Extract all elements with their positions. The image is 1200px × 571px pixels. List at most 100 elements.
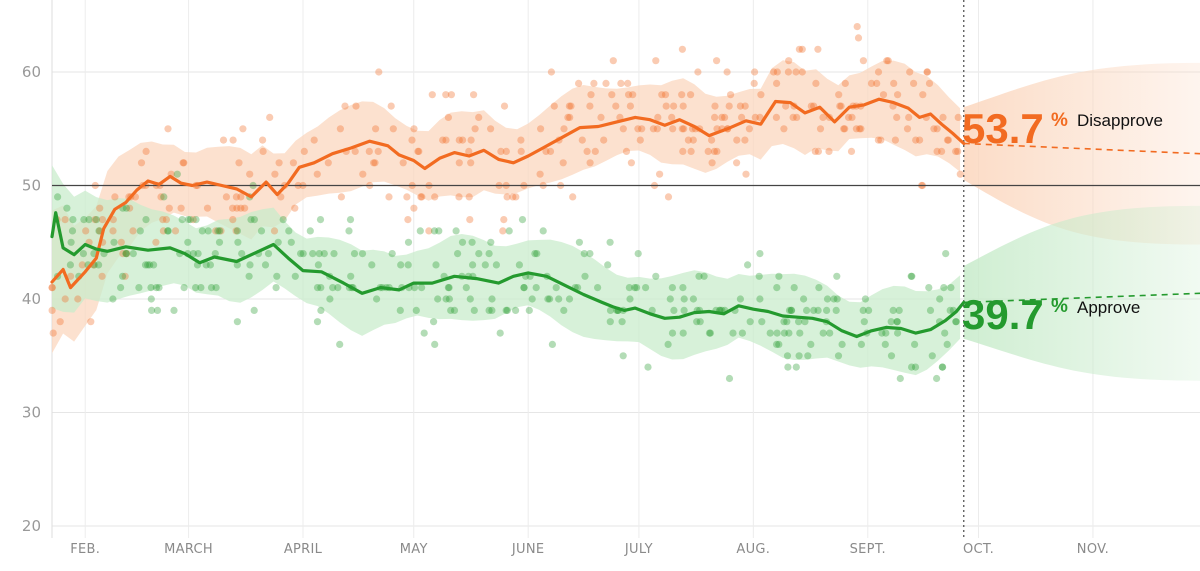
- disapprove-poll-dot: [370, 159, 378, 167]
- approve-poll-dot: [832, 306, 840, 314]
- approve-poll-dot: [705, 329, 714, 337]
- approve-poll-dot: [144, 261, 152, 269]
- approve-poll-dot: [317, 306, 325, 314]
- approve-poll-dot: [634, 250, 642, 258]
- approve-poll-dot: [412, 306, 420, 314]
- disapprove-poll-dot: [337, 193, 345, 201]
- disapprove-poll-dot: [152, 238, 160, 246]
- approve-poll-dot: [54, 193, 62, 201]
- approve-poll-dot: [729, 329, 737, 337]
- disapprove-poll-dot: [569, 193, 577, 201]
- disapprove-poll-dot: [471, 125, 479, 133]
- approve-poll-dot: [447, 306, 455, 314]
- approve-poll-dot: [706, 329, 715, 337]
- approve-poll-dot: [345, 227, 353, 235]
- approve-poll-dot: [606, 318, 614, 326]
- disapprove-poll-dot: [600, 136, 608, 144]
- disapprove-poll-dot: [622, 147, 631, 155]
- approve-poll-dot: [160, 193, 168, 201]
- disapprove-poll-dot: [546, 147, 555, 155]
- approve-poll-dot: [404, 238, 413, 246]
- approve-poll-dot: [320, 250, 328, 258]
- disapprove-poll-dot: [687, 147, 695, 155]
- approve-band: [52, 165, 961, 376]
- disapprove-poll-dot: [289, 159, 297, 167]
- approve-poll-dot: [488, 295, 496, 303]
- disapprove-poll-dot: [627, 159, 636, 167]
- disapprove-poll-dot: [738, 113, 746, 121]
- disapprove-poll-dot: [704, 147, 712, 155]
- approve-poll-dot: [907, 272, 915, 280]
- approve-poll-dot: [207, 284, 216, 292]
- disapprove-poll-dot: [341, 102, 349, 110]
- disapprove-poll-dot: [612, 102, 620, 110]
- approve-poll-dot: [505, 227, 513, 235]
- approve-poll-dot: [148, 306, 156, 314]
- approve-poll-dot: [147, 284, 155, 292]
- approve-poll-dot: [586, 250, 594, 258]
- disapprove-poll-dot: [814, 147, 823, 155]
- approve-poll-dot: [532, 284, 540, 292]
- disapprove-poll-dot: [793, 113, 801, 121]
- disapprove-poll-dot: [537, 125, 545, 133]
- approve-poll-dot: [488, 306, 496, 314]
- approve-poll-dot: [560, 306, 568, 314]
- approve-poll-dot: [755, 272, 763, 280]
- disapprove-poll-dot: [617, 79, 625, 87]
- approve-poll-dot: [795, 352, 803, 360]
- disapprove-poll-dot: [773, 79, 781, 87]
- disapprove-poll-dot: [142, 147, 150, 155]
- disapprove-poll-dot: [359, 170, 367, 178]
- disapprove-poll-dot: [336, 125, 344, 133]
- disapprove-poll-dot: [654, 113, 662, 121]
- approve-poll-dot: [247, 216, 255, 224]
- approve-poll-dot: [785, 306, 794, 314]
- approve-poll-dot: [533, 250, 541, 258]
- disapprove-poll-dot: [873, 79, 881, 87]
- approve-percent-sign: %: [1051, 296, 1068, 317]
- approve-poll-dot: [468, 238, 476, 246]
- approve-poll-dot: [136, 227, 144, 235]
- disapprove-poll-dot: [415, 147, 423, 155]
- approve-poll-dot: [531, 250, 539, 258]
- disapprove-poll-dot: [656, 170, 664, 178]
- approve-poll-dot: [792, 363, 800, 371]
- disapprove-percent-sign: %: [1051, 110, 1068, 131]
- month-label-aug: AUG.: [736, 542, 770, 557]
- disapprove-poll-dot: [410, 204, 418, 212]
- approve-poll-dot: [313, 318, 322, 326]
- disapprove-poll-dot: [232, 193, 240, 201]
- approve-poll-dot: [485, 250, 493, 258]
- approve-poll-dot: [487, 238, 495, 246]
- approve-poll-dot: [274, 238, 282, 246]
- approve-poll-dot: [830, 295, 838, 303]
- approve-poll-dot: [416, 227, 424, 235]
- disapprove-poll-dot: [919, 91, 927, 99]
- disapprove-poll-dot: [751, 113, 759, 121]
- disapprove-poll-dot: [837, 102, 845, 110]
- disapprove-poll-dot: [708, 159, 716, 167]
- disapprove-poll-dot: [467, 136, 475, 144]
- approve-poll-dot: [466, 295, 474, 303]
- approve-poll-dot: [952, 318, 960, 326]
- disapprove-poll-dot: [61, 216, 69, 224]
- approve-poll-dot: [790, 284, 798, 292]
- month-label-april: APRIL: [284, 542, 323, 557]
- approve-poll-dot: [315, 250, 323, 258]
- approve-poll-dot: [420, 329, 428, 337]
- approve-poll-dot: [626, 295, 634, 303]
- disapprove-text: Disapprove: [1077, 111, 1163, 130]
- disapprove-poll-dot: [905, 113, 913, 121]
- approve-poll-dot: [184, 238, 192, 246]
- disapprove-poll-dot: [310, 136, 318, 144]
- approve-poll-dot: [470, 306, 478, 314]
- approve-poll-dot: [192, 284, 200, 292]
- approve-poll-dot: [141, 261, 150, 269]
- disapprove-poll-dot: [48, 284, 56, 292]
- approve-poll-dot: [664, 340, 672, 348]
- approve-poll-dot: [155, 284, 163, 292]
- approve-poll-dot: [264, 250, 273, 258]
- approve-poll-dot: [492, 261, 500, 269]
- approve-poll-dot: [173, 170, 181, 178]
- disapprove-poll-dot: [157, 193, 165, 201]
